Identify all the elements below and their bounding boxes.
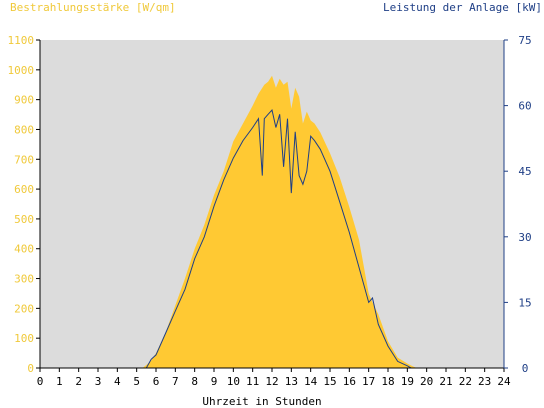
- right-axis-title: Leistung der Anlage [kW]: [383, 1, 542, 14]
- x-tick-label: 10: [227, 375, 240, 388]
- left-tick-label: 400: [14, 243, 34, 256]
- irradiance-area: [40, 75, 504, 369]
- x-tick-label: 15: [323, 375, 336, 388]
- x-tick-label: 3: [95, 375, 102, 388]
- left-tick-label: 900: [14, 94, 34, 107]
- left-tick-label: 500: [14, 213, 34, 226]
- right-tick-label: 60: [518, 100, 531, 113]
- right-tick-label: 15: [518, 296, 531, 309]
- x-tick-label: 11: [246, 375, 259, 388]
- x-axis-ticks: 0 1 2 3 4 5 6 7 8 9 10 11 12 13 14 15 16 17 18 19 20 21 22 23 24: [37, 368, 511, 388]
- left-tick-label: 800: [14, 123, 34, 136]
- left-axis-ticks: 0 100 200 300 400 500 600 700 800 900 1000 1100: [8, 34, 40, 375]
- x-tick-label: 9: [211, 375, 218, 388]
- x-tick-label: 20: [420, 375, 433, 388]
- x-tick-label: 8: [191, 375, 198, 388]
- x-tick-label: 16: [343, 375, 356, 388]
- left-tick-label: 600: [14, 183, 34, 196]
- right-tick-label: 45: [518, 165, 531, 178]
- left-tick-label: 300: [14, 273, 34, 286]
- left-tick-label: 100: [14, 332, 34, 345]
- x-tick-label: 17: [362, 375, 375, 388]
- left-tick-label: 200: [14, 302, 34, 315]
- x-tick-label: 12: [265, 375, 278, 388]
- left-axis-title: Bestrahlungsstärke [W/qm]: [10, 1, 176, 14]
- left-tick-label: 1100: [8, 34, 35, 47]
- x-tick-label: 2: [75, 375, 82, 388]
- x-tick-label: 19: [401, 375, 414, 388]
- x-tick-label: 22: [459, 375, 472, 388]
- left-tick-label: 700: [14, 153, 34, 166]
- left-tick-label: 0: [27, 362, 34, 375]
- x-tick-label: 5: [133, 375, 140, 388]
- x-tick-label: 6: [153, 375, 160, 388]
- x-tick-label: 14: [304, 375, 318, 388]
- x-tick-label: 21: [439, 375, 452, 388]
- right-tick-label: 30: [518, 231, 531, 244]
- x-tick-label: 4: [114, 375, 121, 388]
- left-tick-label: 1000: [8, 64, 35, 77]
- power-line: [40, 108, 504, 369]
- right-axis-ticks: 0 15 30 45 60 75: [504, 34, 532, 375]
- x-tick-label: 23: [478, 375, 491, 388]
- x-tick-label: 1: [56, 375, 63, 388]
- x-tick-label: 7: [172, 375, 179, 388]
- x-tick-label: 13: [285, 375, 298, 388]
- x-tick-label: 24: [497, 375, 511, 388]
- x-axis-title: Uhrzeit in Stunden: [202, 395, 321, 408]
- x-tick-label: 18: [381, 375, 394, 388]
- right-tick-label: 0: [522, 362, 529, 375]
- x-tick-label: 0: [37, 375, 44, 388]
- right-tick-label: 75: [518, 34, 531, 47]
